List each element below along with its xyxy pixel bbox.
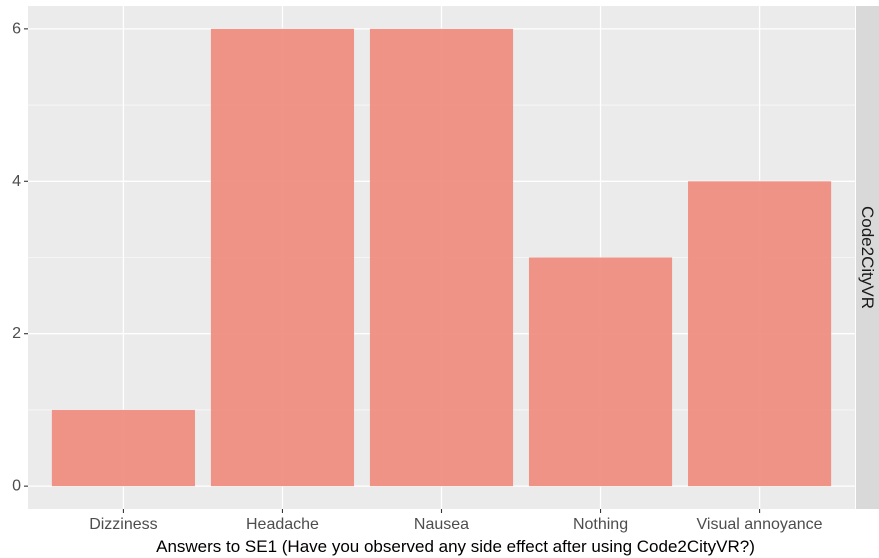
facet-strip: [856, 6, 879, 509]
x-tick-label: Visual annoyance: [697, 516, 823, 533]
x-tick-label: Dizziness: [89, 516, 157, 533]
bar-nothing: [528, 257, 673, 487]
y-tick-label: 2: [12, 325, 21, 342]
y-axis: 0 2 4 6: [12, 20, 28, 495]
x-tick-label: Nausea: [414, 516, 469, 533]
x-tick-label: Nothing: [573, 516, 628, 533]
bar-dizziness: [51, 409, 195, 487]
y-tick-label: 4: [12, 173, 21, 190]
x-tick-label: Headache: [246, 516, 319, 533]
bar-nausea: [369, 28, 514, 487]
facet-strip-label: Code2CityVR: [858, 206, 877, 309]
bars: [51, 28, 832, 487]
x-axis: Dizziness Headache Nausea Nothing Visual ann…: [89, 509, 823, 533]
y-tick-label: 0: [12, 478, 21, 495]
y-tick-label: 6: [12, 20, 21, 37]
bar-visual-annoyance: [688, 181, 832, 487]
x-axis-title: Answers to SE1 (Have you observed any si…: [156, 537, 755, 556]
bar-headache: [210, 28, 355, 487]
